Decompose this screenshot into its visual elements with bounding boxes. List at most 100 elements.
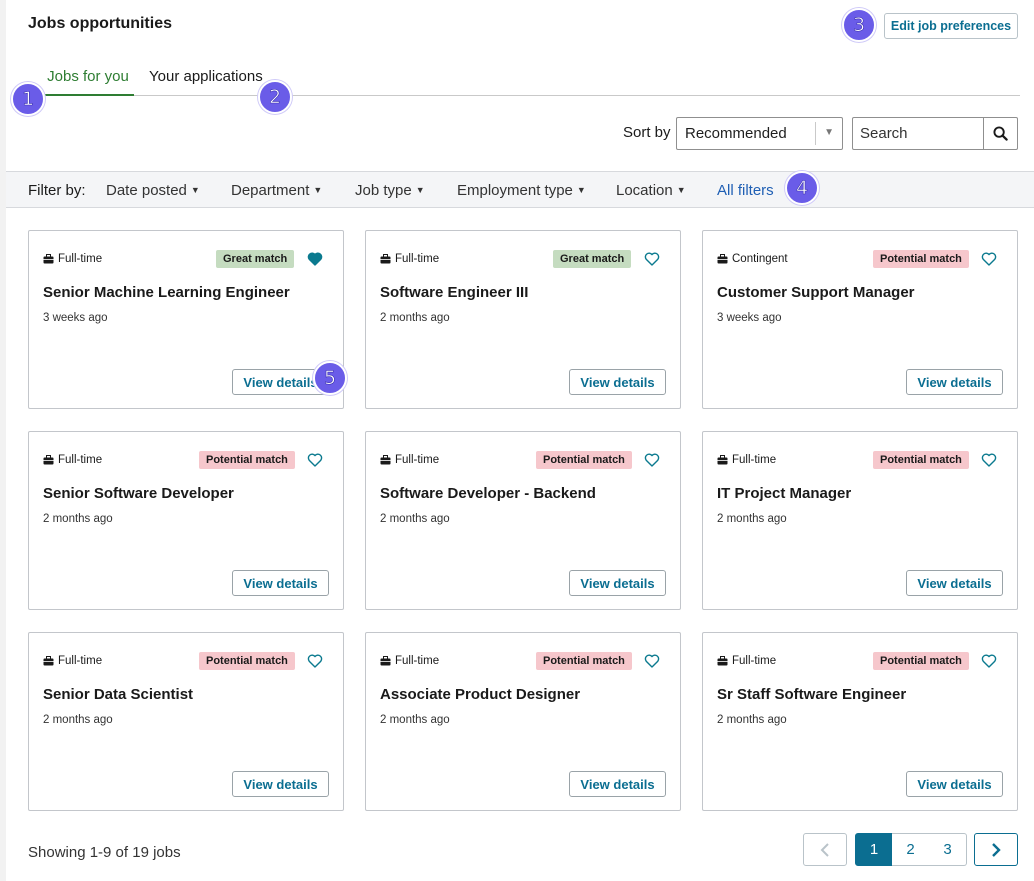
- match-badge: Potential match: [873, 652, 969, 670]
- heart-icon: [981, 453, 997, 467]
- view-details-button[interactable]: View details: [569, 570, 666, 596]
- job-title[interactable]: Associate Product Designer: [380, 686, 581, 703]
- job-title[interactable]: Software Engineer III: [380, 284, 529, 301]
- heart-icon: [644, 453, 660, 467]
- employment-type: Full-time: [43, 253, 102, 265]
- employment-type-label: Full-time: [395, 655, 440, 667]
- employment-type-label: Full-time: [732, 454, 777, 466]
- job-title[interactable]: Software Developer - Backend: [380, 485, 596, 502]
- job-card: Full-time Potential match Sr Staff Softwar…: [702, 632, 1018, 811]
- favorite-button[interactable]: [981, 251, 997, 272]
- posted-date: 2 months ago: [717, 513, 787, 525]
- view-details-button[interactable]: View details: [232, 771, 329, 797]
- pagination-next-button[interactable]: [974, 833, 1018, 866]
- posted-date: 2 months ago: [380, 312, 450, 324]
- job-card: Full-time Potential match IT Project Manag…: [702, 431, 1018, 610]
- annotation-marker-5: 5: [313, 361, 347, 395]
- heart-icon: [307, 453, 323, 467]
- tab-your-applications[interactable]: Your applications: [149, 68, 263, 85]
- sort-select[interactable]: Recommended ▼: [676, 117, 843, 150]
- favorite-button[interactable]: [307, 452, 323, 473]
- filter-location[interactable]: Location ▼: [616, 182, 686, 199]
- job-title[interactable]: Senior Data Scientist: [43, 686, 194, 703]
- employment-type-label: Full-time: [58, 253, 103, 265]
- view-details-button[interactable]: View details: [906, 369, 1003, 395]
- search-input[interactable]: [853, 118, 983, 149]
- job-card: Contingent Potential match Customer Suppor…: [702, 230, 1018, 409]
- view-details-button[interactable]: View details: [569, 771, 666, 797]
- posted-date: 3 weeks ago: [43, 312, 108, 324]
- job-title[interactable]: Customer Support Manager: [717, 284, 915, 301]
- chevron-left-icon: [820, 842, 829, 857]
- employment-type: Full-time: [43, 655, 102, 667]
- view-details-button[interactable]: View details: [906, 771, 1003, 797]
- view-details-button[interactable]: View details: [232, 369, 329, 395]
- filter-date-posted[interactable]: Date posted ▼: [106, 182, 200, 199]
- briefcase-icon: [380, 254, 391, 264]
- job-title[interactable]: Senior Machine Learning Engineer: [43, 284, 290, 301]
- posted-date: 3 weeks ago: [717, 312, 782, 324]
- job-card: Full-time Great match Software Engineer II…: [365, 230, 681, 409]
- page-title: Jobs opportunities: [28, 15, 172, 32]
- favorite-button[interactable]: [644, 251, 660, 272]
- employment-type: Full-time: [380, 655, 439, 667]
- caret-down-icon: ▼: [313, 185, 323, 195]
- annotation-marker-2: 2: [258, 80, 292, 114]
- filter-employment-type[interactable]: Employment type ▼: [457, 182, 586, 199]
- job-card: Full-time Potential match Senior Software …: [28, 431, 344, 610]
- posted-date: 2 months ago: [380, 513, 450, 525]
- pagination-prev-button[interactable]: [803, 833, 847, 866]
- job-title[interactable]: Sr Staff Software Engineer: [717, 686, 907, 703]
- employment-type-label: Full-time: [732, 655, 777, 667]
- employment-type-label: Full-time: [58, 454, 103, 466]
- briefcase-icon: [43, 254, 54, 264]
- employment-type-label: Full-time: [395, 253, 440, 265]
- briefcase-icon: [717, 254, 728, 264]
- job-title[interactable]: IT Project Manager: [717, 485, 852, 502]
- annotation-marker-3: 3: [842, 8, 876, 42]
- match-badge: Great match: [216, 250, 295, 268]
- filter-by-label: Filter by:: [28, 182, 86, 199]
- favorite-button[interactable]: [644, 452, 660, 473]
- job-card: Full-time Potential match Senior Data Scie…: [28, 632, 344, 811]
- view-details-button[interactable]: View details: [569, 369, 666, 395]
- caret-down-icon: ▼: [676, 185, 686, 195]
- favorite-button[interactable]: [644, 653, 660, 674]
- edit-job-preferences-button[interactable]: Edit job preferences: [884, 13, 1018, 39]
- pagination-page-3[interactable]: 3: [929, 833, 967, 866]
- briefcase-icon: [717, 656, 728, 666]
- view-details-button[interactable]: View details: [232, 570, 329, 596]
- heart-icon: [307, 252, 323, 266]
- sort-divider: [815, 122, 816, 145]
- briefcase-icon: [43, 656, 54, 666]
- tab-jobs-for-you[interactable]: Jobs for you: [42, 68, 134, 96]
- job-title[interactable]: Senior Software Developer: [43, 485, 234, 502]
- filter-job-type[interactable]: Job type ▼: [355, 182, 425, 199]
- all-filters-link[interactable]: All filters: [717, 182, 774, 199]
- pagination-page-1[interactable]: 1: [855, 833, 893, 866]
- employment-type-label: Full-time: [395, 454, 440, 466]
- job-card: Full-time Potential match Associate Produc…: [365, 632, 681, 811]
- search-button[interactable]: [983, 118, 1017, 149]
- favorite-button[interactable]: [981, 452, 997, 473]
- employment-type: Full-time: [717, 454, 776, 466]
- heart-icon: [307, 654, 323, 668]
- annotation-marker-1: 1: [11, 82, 45, 116]
- view-details-button[interactable]: View details: [906, 570, 1003, 596]
- filter-department[interactable]: Department ▼: [231, 182, 322, 199]
- favorite-button[interactable]: [307, 251, 323, 272]
- match-badge: Great match: [553, 250, 632, 268]
- job-card: Full-time Great match Senior Machine Learn…: [28, 230, 344, 409]
- pagination-page-2[interactable]: 2: [892, 833, 930, 866]
- posted-date: 2 months ago: [43, 714, 113, 726]
- favorite-button[interactable]: [307, 653, 323, 674]
- employment-type: Full-time: [380, 253, 439, 265]
- heart-icon: [981, 654, 997, 668]
- annotation-marker-4: 4: [785, 171, 819, 205]
- match-badge: Potential match: [536, 652, 632, 670]
- sort-label: Sort by: [623, 124, 671, 141]
- posted-date: 2 months ago: [717, 714, 787, 726]
- posted-date: 2 months ago: [43, 513, 113, 525]
- filter-label: Job type: [355, 182, 412, 199]
- favorite-button[interactable]: [981, 653, 997, 674]
